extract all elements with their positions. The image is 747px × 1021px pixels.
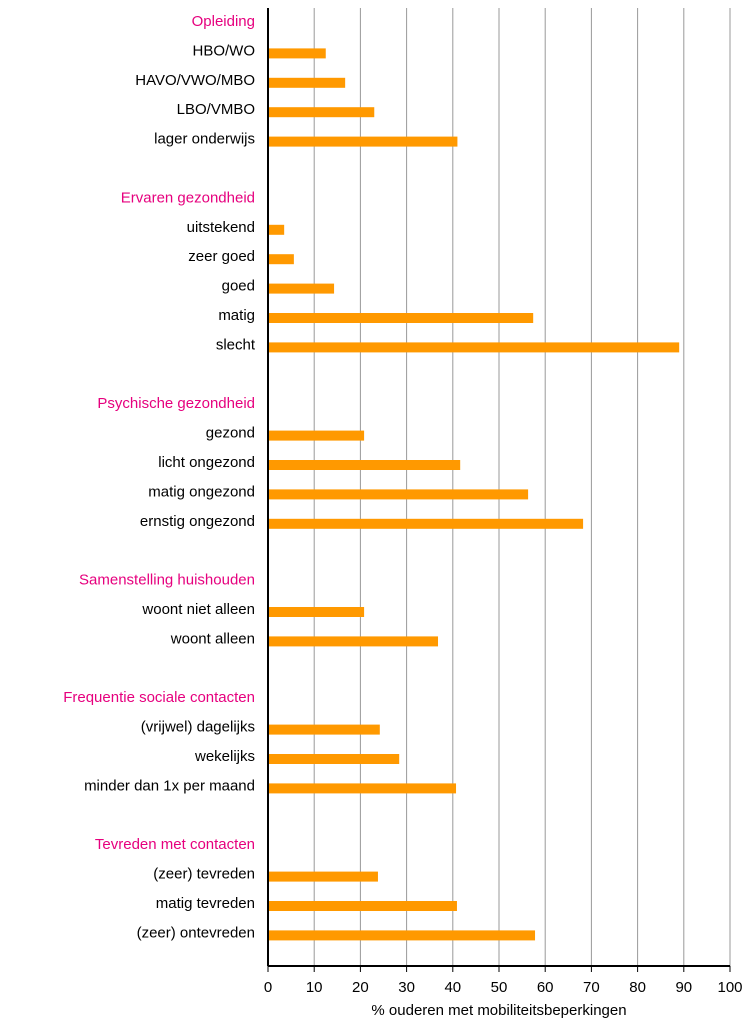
x-axis-label: % ouderen met mobiliteitsbeperkingen xyxy=(371,1002,626,1019)
y-tick-label: gezond xyxy=(206,425,255,442)
bar xyxy=(268,254,294,265)
x-tick-label: 20 xyxy=(352,979,369,996)
bar xyxy=(268,460,461,470)
bar xyxy=(268,342,680,353)
y-tick-label: ernstig ongezond xyxy=(140,513,255,530)
x-tick-label: 100 xyxy=(717,979,742,996)
bar xyxy=(268,489,529,500)
y-tick-label: woont niet alleen xyxy=(141,601,255,618)
group-heading: Tevreden met contacten xyxy=(95,836,255,853)
y-tick-label: (zeer) ontevreden xyxy=(137,924,255,941)
bar xyxy=(268,754,400,764)
x-tick-label: 80 xyxy=(629,979,646,996)
group-heading: Opleiding xyxy=(192,13,255,30)
x-tick-label: 10 xyxy=(306,979,323,996)
bar xyxy=(268,871,378,882)
bar xyxy=(268,136,458,147)
y-tick-label: (vrijwel) dagelijks xyxy=(141,719,255,736)
y-tick-label: matig tevreden xyxy=(156,895,255,912)
group-heading: Psychische gezondheid xyxy=(97,395,255,412)
y-tick-label: goed xyxy=(222,278,255,295)
bar xyxy=(268,430,365,441)
x-tick-label: 30 xyxy=(398,979,415,996)
y-tick-label: licht ongezond xyxy=(158,454,255,471)
bar xyxy=(268,607,365,617)
bar xyxy=(268,724,380,735)
x-tick-label: 70 xyxy=(583,979,600,996)
y-tick-label: HAVO/VWO/MBO xyxy=(135,72,255,89)
group-heading: Samenstelling huishouden xyxy=(79,572,255,589)
bar xyxy=(268,783,457,794)
y-tick-label: lager onderwijs xyxy=(154,131,255,148)
x-tick-label: 60 xyxy=(537,979,554,996)
bar xyxy=(268,636,439,647)
bar xyxy=(268,107,375,118)
bar xyxy=(268,224,285,235)
bar xyxy=(268,518,584,529)
y-tick-label: slecht xyxy=(216,336,256,353)
bar xyxy=(268,930,536,941)
y-tick-label: minder dan 1x per maand xyxy=(84,777,255,794)
x-tick-label: 50 xyxy=(491,979,508,996)
y-tick-label: uitstekend xyxy=(187,219,255,236)
x-tick-label: 40 xyxy=(444,979,461,996)
x-tick-label: 90 xyxy=(675,979,692,996)
y-tick-label: wekelijks xyxy=(194,748,255,765)
y-tick-label: LBO/VMBO xyxy=(177,101,255,118)
bar xyxy=(268,48,326,59)
group-heading: Ervaren gezondheid xyxy=(121,189,255,206)
y-tick-label: matig ongezond xyxy=(148,483,255,500)
y-tick-label: (zeer) tevreden xyxy=(153,866,255,883)
bar xyxy=(268,901,457,911)
bar xyxy=(268,283,335,294)
bar xyxy=(268,77,346,88)
bar xyxy=(268,313,534,323)
x-tick-label: 0 xyxy=(264,979,272,996)
group-heading: Frequentie sociale contacten xyxy=(63,689,255,706)
y-tick-label: zeer goed xyxy=(188,248,255,265)
y-tick-label: matig xyxy=(218,307,255,324)
y-tick-label: woont alleen xyxy=(170,630,255,647)
y-tick-label: HBO/WO xyxy=(193,42,256,59)
